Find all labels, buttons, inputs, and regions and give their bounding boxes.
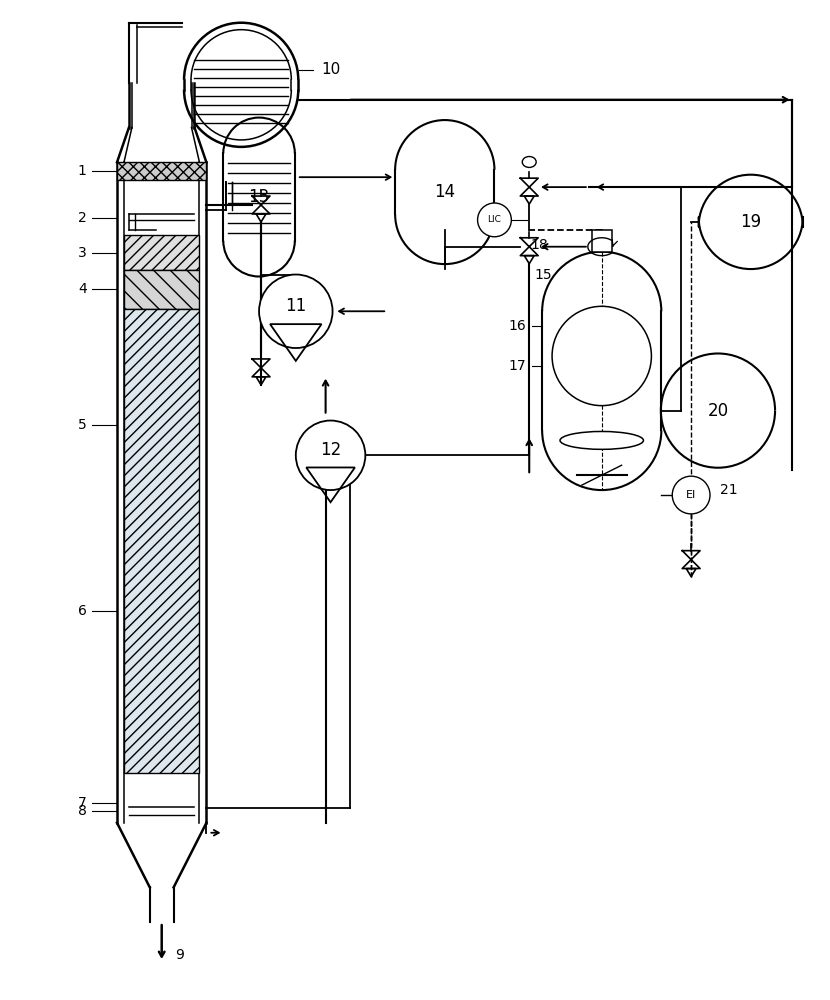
Text: 17: 17: [509, 359, 526, 373]
Text: 1: 1: [78, 164, 86, 178]
Text: EI: EI: [686, 490, 696, 500]
Bar: [117, 162, 207, 180]
Text: LIC: LIC: [487, 215, 501, 224]
Bar: [124, 309, 199, 773]
Circle shape: [477, 203, 511, 237]
Text: 6: 6: [78, 604, 86, 618]
Text: 19: 19: [740, 213, 761, 231]
Text: 4: 4: [78, 282, 86, 296]
Circle shape: [259, 275, 333, 348]
Circle shape: [672, 476, 710, 514]
Bar: [592, 230, 612, 252]
Ellipse shape: [560, 431, 643, 449]
Text: 14: 14: [434, 183, 456, 201]
Circle shape: [295, 421, 365, 490]
Text: 5: 5: [78, 418, 86, 432]
Bar: [124, 235, 199, 270]
Ellipse shape: [522, 157, 536, 167]
Text: 2: 2: [78, 211, 86, 225]
Text: 8: 8: [78, 804, 86, 818]
Text: 20: 20: [707, 402, 729, 420]
Text: 16: 16: [509, 319, 526, 333]
Text: 3: 3: [78, 246, 86, 260]
Text: 21: 21: [720, 483, 738, 497]
Circle shape: [552, 306, 652, 406]
Text: 11: 11: [286, 297, 306, 315]
Text: 15: 15: [535, 268, 552, 282]
Text: 18: 18: [530, 238, 548, 252]
Bar: [124, 270, 199, 309]
Text: 12: 12: [320, 441, 341, 459]
Text: 13: 13: [248, 188, 270, 206]
Text: 7: 7: [78, 796, 86, 810]
Text: 9: 9: [175, 948, 184, 962]
Text: 10: 10: [321, 62, 340, 77]
